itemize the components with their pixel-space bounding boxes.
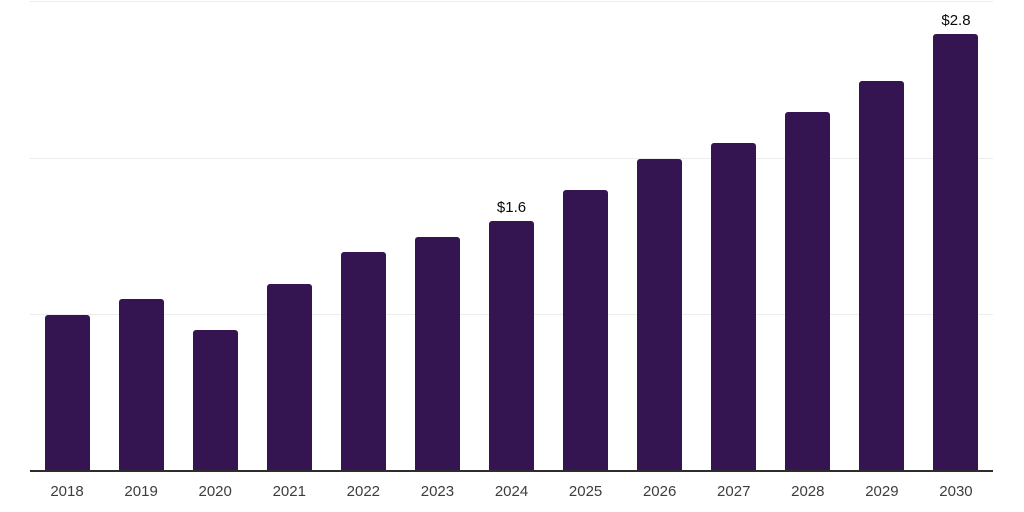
x-tick-label-2029: 2029 — [865, 483, 899, 500]
bar-2021 — [266, 283, 312, 471]
x-tick-label-2018: 2018 — [50, 483, 84, 500]
x-tick-label-2025: 2025 — [568, 483, 603, 500]
x-axis-labels: 2018 2019 2020 2021 2022 2023 2024 2025 2026 2027… — [30, 484, 993, 499]
x-tick-label-2024: 2024 — [494, 483, 529, 500]
bar-2028 — [785, 111, 831, 471]
bar-2019 — [118, 299, 164, 471]
x-tick-label-2023: 2023 — [420, 483, 455, 500]
gridline-2 — [30, 1, 993, 3]
bar-2026 — [637, 158, 683, 471]
bar-group-2023 — [400, 0, 474, 471]
x-tick-label-2020: 2020 — [198, 483, 232, 500]
bar-2023 — [414, 236, 460, 471]
gridline-1 — [30, 157, 993, 159]
bar-group-2029 — [845, 0, 919, 471]
bar-2020 — [192, 330, 238, 471]
x-tick-label-2019: 2019 — [124, 483, 158, 500]
bar-2022 — [340, 252, 386, 471]
x-axis-line — [30, 470, 993, 472]
bar-value-label-2030: $2.8 — [941, 11, 971, 29]
bar-2024 — [489, 221, 534, 471]
bar-2018 — [44, 314, 90, 471]
x-tick-label-2028: 2028 — [791, 483, 825, 500]
bar-group-2021 — [252, 0, 326, 471]
x-tick-label-2030: 2030 — [939, 483, 973, 500]
x-tick-label-2026: 2026 — [642, 483, 677, 500]
bars-container: $1.6 $2.8 — [30, 0, 993, 471]
bar-group-2022 — [326, 0, 400, 471]
bar-group-2030: $2.8 — [919, 0, 993, 471]
bar-group-2028 — [771, 0, 845, 471]
x-tick-label-2022: 2022 — [346, 483, 381, 500]
bar-group-2026 — [623, 0, 697, 471]
bar-2029 — [859, 80, 905, 471]
plot-area: $1.6 $2.8 — [30, 0, 993, 471]
x-tick-label-2021: 2021 — [272, 483, 306, 500]
bar-group-2020 — [178, 0, 252, 471]
x-tick-label-2027: 2027 — [717, 483, 751, 500]
bar-value-label-2024: $1.6 — [496, 199, 527, 217]
bar-2030 — [933, 33, 979, 471]
bar-2025 — [563, 189, 609, 471]
bar-group-2024: $1.6 — [474, 0, 548, 471]
bar-group-2019 — [104, 0, 178, 471]
bar-group-2018 — [30, 0, 104, 471]
bar-group-2027 — [697, 0, 771, 471]
bar-2027 — [711, 142, 757, 471]
bar-group-2025 — [549, 0, 623, 471]
